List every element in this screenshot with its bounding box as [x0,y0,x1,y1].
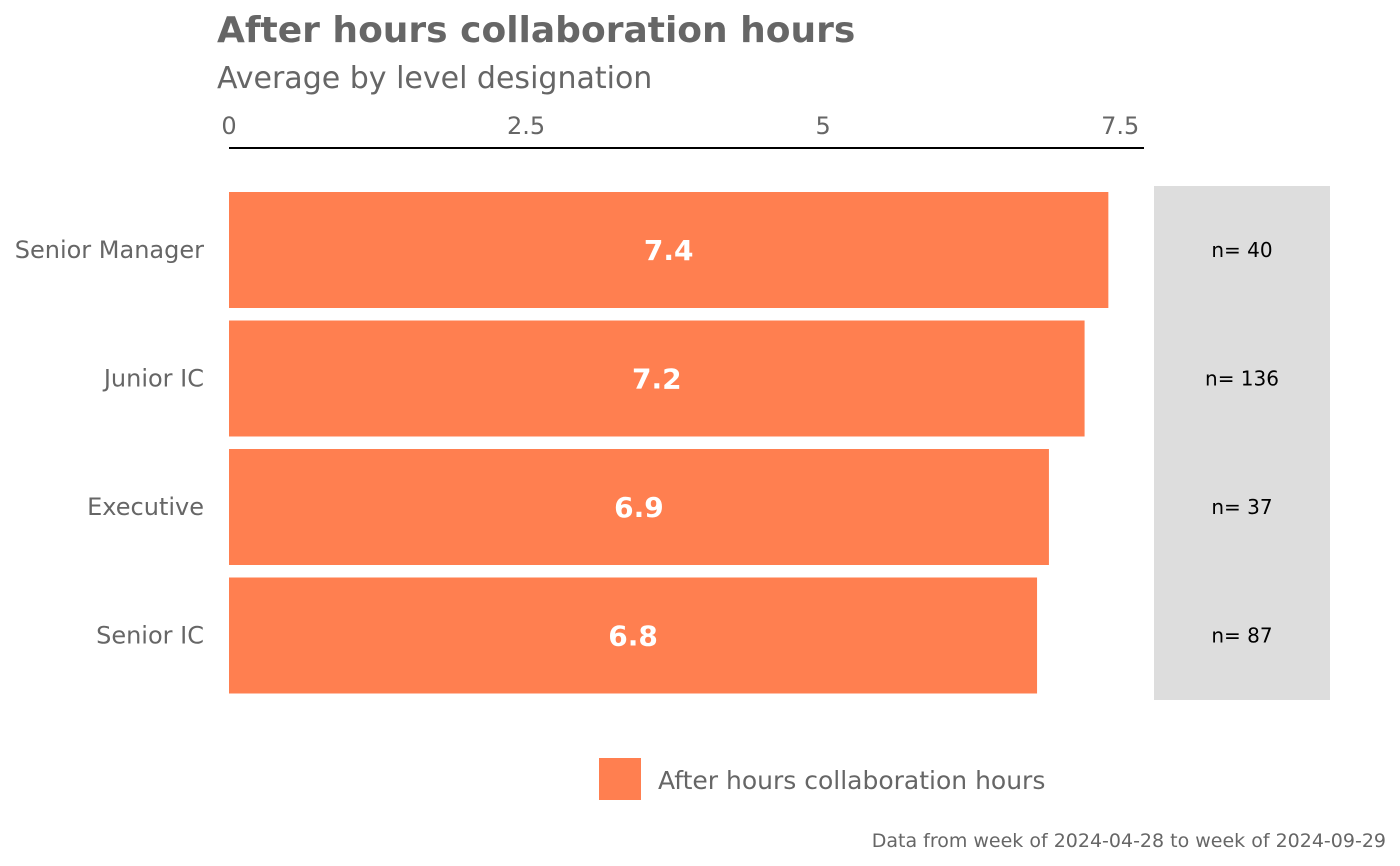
legend-swatch [599,758,641,800]
n-label: n= 37 [1211,495,1272,519]
chart-caption: Data from week of 2024-04-28 to week of … [872,830,1386,852]
bars: 7.4 Senior Manager 7.2 Junior IC 6.9 Executiv… [15,192,1109,694]
bar-value-label: 6.8 [608,620,658,653]
chart-title: After hours collaboration hours [217,10,855,51]
bar [229,320,1085,437]
n-panel: n= 40 n= 136 n= 37 n= 87 [1154,186,1330,700]
bar [229,577,1038,694]
n-panel-background [1154,186,1330,700]
n-label: n= 40 [1211,238,1272,262]
chart-subtitle: Average by level designation [217,61,652,96]
category-label: Junior IC [102,365,204,393]
bar [229,192,1109,308]
category-label: Executive [87,493,204,521]
category-label: Senior Manager [15,236,204,264]
x-tick-label: 0 [221,112,236,140]
legend-label: After hours collaboration hours [658,766,1045,795]
x-tick-label: 5 [816,112,831,140]
n-label: n= 87 [1211,624,1272,648]
legend: After hours collaboration hours [599,758,1045,800]
bar-value-label: 6.9 [614,491,664,524]
bar-value-label: 7.2 [632,363,682,396]
bar [229,449,1049,565]
x-axis: 0 2.5 5 7.5 [221,112,1144,149]
category-label: Senior IC [96,622,204,650]
n-label: n= 136 [1205,367,1279,391]
x-tick-label: 7.5 [1101,112,1139,140]
bar-value-label: 7.4 [644,234,694,267]
x-tick-label: 2.5 [507,112,545,140]
